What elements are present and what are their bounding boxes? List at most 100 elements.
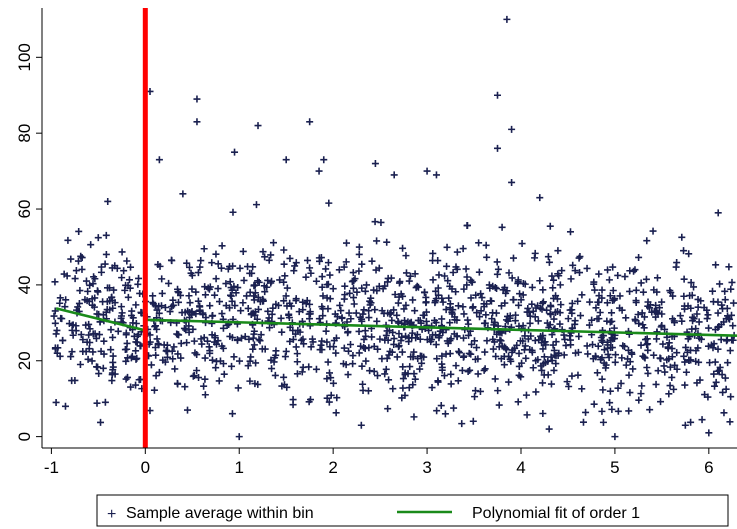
scatter-point [716, 280, 724, 288]
scatter-point [710, 340, 718, 348]
scatter-point [85, 331, 93, 339]
scatter-point [185, 328, 193, 336]
scatter-point [687, 418, 695, 426]
scatter-point [704, 342, 712, 350]
scatter-point [51, 345, 59, 353]
scatter-point [435, 271, 443, 279]
scatter-point [326, 343, 334, 351]
scatter-point [118, 274, 126, 282]
scatter-point [239, 247, 247, 255]
scatter-point [157, 302, 165, 310]
scatter-point [489, 282, 497, 290]
scatter-point [218, 310, 226, 318]
scatter-point [598, 407, 606, 415]
scatter-point [212, 275, 220, 283]
scatter-point [382, 331, 390, 339]
scatter-point [153, 306, 161, 314]
scatter-point [183, 259, 191, 267]
scatter-point [523, 411, 531, 419]
scatter-point [668, 373, 676, 381]
scatter-point [625, 407, 633, 415]
scatter-point [378, 355, 386, 363]
scatter-point [405, 277, 413, 285]
scatter-point [236, 264, 244, 272]
scatter-point [68, 321, 76, 329]
scatter-point [228, 286, 236, 294]
scatter-point [524, 304, 532, 312]
scatter-point [599, 418, 607, 426]
scatter-point [639, 352, 647, 360]
scatter-point [417, 319, 425, 327]
scatter-point [152, 372, 160, 380]
scatter-point [358, 284, 366, 292]
scatter-point [561, 335, 569, 343]
scatter-point [86, 325, 94, 333]
scatter-point [496, 336, 504, 344]
scatter-point [134, 280, 142, 288]
scatter-point [151, 322, 159, 330]
scatter-point [332, 409, 340, 417]
scatter-point [214, 337, 222, 345]
scatter-point [324, 280, 332, 288]
scatter-point [302, 300, 310, 308]
scatter-point [280, 373, 288, 381]
scatter-point [292, 295, 300, 303]
scatter-point [122, 375, 130, 383]
scatter-point [169, 296, 177, 304]
scatter-point [664, 343, 672, 351]
scatter-point [200, 382, 208, 390]
scatter-point [447, 380, 455, 388]
scatter-point [462, 265, 470, 273]
scatter-point [538, 366, 546, 374]
scatter-point [402, 269, 410, 277]
scatter-point [280, 246, 288, 254]
scatter-point [471, 393, 479, 401]
x-ticks: -1 0 1 2 3 4 5 6 [44, 448, 714, 477]
scatter-point [283, 284, 291, 292]
scatter-point [233, 336, 241, 344]
scatter-point [703, 315, 711, 323]
scatter-point [454, 302, 462, 310]
scatter-point [557, 301, 565, 309]
scatter-point [476, 313, 484, 321]
scatter-point [549, 341, 557, 349]
scatter-point [118, 248, 126, 256]
scatter-point [340, 295, 348, 303]
scatter-point [583, 342, 591, 350]
x-tick-label: 0 [141, 458, 150, 477]
scatter-point [471, 337, 479, 345]
scatter-point [99, 298, 107, 306]
scatter-point [548, 272, 556, 280]
scatter-point [529, 307, 537, 315]
scatter-point [358, 317, 366, 325]
scatter-point [460, 310, 468, 318]
scatter-point [468, 340, 476, 348]
scatter-point [544, 371, 552, 379]
scatter-point [402, 252, 410, 260]
scatter-point [92, 334, 100, 342]
scatter-point [194, 297, 202, 305]
scatter-point [306, 264, 314, 272]
scatter-point [296, 328, 304, 336]
scatter-point [428, 384, 436, 392]
scatter-point [395, 330, 403, 338]
scatter-point [347, 340, 355, 348]
scatter-point [474, 370, 482, 378]
scatter-point [319, 292, 327, 300]
scatter-point [447, 370, 455, 378]
scatter-point [445, 294, 453, 302]
scatter-point [698, 416, 706, 424]
scatter-point [644, 369, 652, 377]
scatter-point [568, 309, 576, 317]
scatter-point [214, 285, 222, 293]
scatter-point [714, 209, 722, 217]
scatter-point [95, 370, 103, 378]
scatter-point [598, 375, 606, 383]
scatter-point [657, 398, 665, 406]
scatter-point [594, 298, 602, 306]
scatter-point [366, 367, 374, 375]
scatter-point [460, 285, 468, 293]
scatter-point [723, 304, 731, 312]
scatter-point [482, 311, 490, 319]
scatter-point [537, 332, 545, 340]
